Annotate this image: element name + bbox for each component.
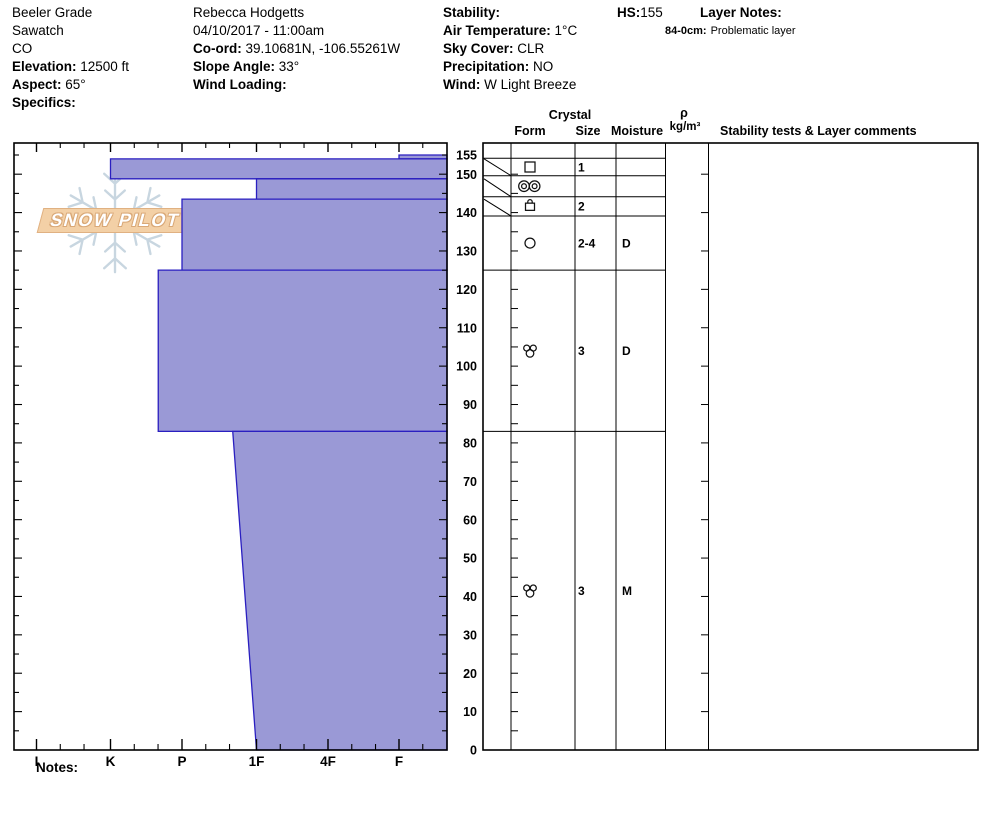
header-weather-line: Air Temperature: 1°C	[443, 23, 578, 38]
header-weather-line: Precipitation: NO	[443, 59, 554, 74]
grain-size-value: 2	[578, 200, 585, 214]
header-weather-line: Wind: W Light Breeze	[443, 77, 577, 92]
layer-note: 84-0cm: Problematic layer	[665, 24, 796, 38]
double-circle-crust-icon	[518, 180, 541, 193]
depth-axis-label: 0	[470, 744, 477, 758]
header-observer-line: Slope Angle: 33°	[193, 59, 300, 74]
capped-square-icon	[524, 199, 536, 211]
header-weather-line: Stability:	[443, 5, 501, 20]
header-weather-line: Sky Cover: CLR	[443, 41, 545, 56]
header-location-line: CO	[12, 41, 33, 56]
depth-axis-label: 80	[463, 437, 477, 451]
depth-axis-label: 40	[463, 590, 477, 604]
graph-shape	[525, 348, 535, 358]
hs-total-depth: HS:155	[617, 4, 663, 22]
cluster-rounds-icon	[523, 344, 537, 358]
graph-shape	[524, 237, 536, 249]
header-observer-line: 04/10/2017 - 11:00am	[193, 23, 325, 38]
snowflake-arm	[103, 219, 127, 274]
snow-layer-bar	[181, 198, 448, 271]
hardness-axis-label: 4F	[320, 754, 336, 769]
depth-axis-label: 90	[463, 398, 477, 412]
graph-shape	[518, 180, 530, 193]
snow-layer-bar	[109, 158, 448, 180]
depth-axis-label: 140	[456, 206, 477, 220]
graph-shape	[520, 183, 528, 190]
layer-leader-line	[483, 198, 512, 217]
chart-frame	[13, 142, 448, 751]
snowflake-arm	[67, 219, 117, 256]
graph-shape	[528, 180, 541, 193]
snow-layer-bar	[232, 430, 448, 751]
depth-axis-label: 50	[463, 552, 477, 566]
header-observer-line: Wind Loading:	[193, 77, 287, 92]
circle-rounds-icon	[524, 237, 536, 249]
moisture-value: D	[622, 344, 631, 358]
moisture-value: D	[622, 236, 631, 250]
table-header-stability-comments: Stability tests & Layer comments	[720, 124, 917, 138]
header-location-line: Elevation: 12500 ft	[12, 59, 130, 74]
hardness-axis-label: K	[106, 754, 116, 769]
depth-axis-label: 30	[463, 628, 477, 642]
table-header-size: Size	[575, 124, 601, 138]
layer-leader-line	[483, 178, 512, 198]
table-header-density-rho: ρ	[680, 106, 688, 120]
grain-size-value: 3	[578, 584, 585, 598]
table-header-moisture: Moisture	[610, 124, 664, 138]
table-header-density-units: kg/m³	[669, 121, 701, 133]
hardness-axis-label: P	[177, 754, 186, 769]
hardness-axis-label: 1F	[249, 754, 265, 769]
header-observer-line: Rebecca Hodgetts	[193, 5, 305, 20]
hardness-axis-label: F	[395, 754, 403, 769]
depth-axis-label: 110	[457, 321, 477, 335]
depth-axis-label: 100	[456, 360, 477, 374]
header-weather-column: Stability: Air Temperature: 1°C Sky Cover:…	[443, 4, 577, 94]
depth-axis-label: 60	[463, 513, 477, 527]
snowflake-arm	[113, 219, 163, 256]
layer-table-frame	[482, 142, 979, 751]
layer-note-range: 84-0cm:	[665, 25, 707, 37]
header-location-line: Sawatch	[12, 23, 64, 38]
graph-shape	[524, 202, 536, 211]
depth-axis-label: 150	[456, 168, 477, 182]
depth-axis-label: 120	[456, 283, 477, 297]
depth-axis-label: 10	[463, 705, 477, 719]
graph-shape	[525, 588, 535, 598]
notes-label: Notes:	[36, 760, 79, 775]
snow-layer-bar	[255, 178, 448, 200]
hs-label: HS:	[617, 5, 641, 20]
depth-axis-label: 20	[463, 667, 477, 681]
hardness-axis-label: I	[35, 754, 39, 769]
layer-notes-title: Layer Notes:	[700, 5, 782, 20]
header-location-line: Aspect: 65°	[12, 77, 86, 92]
grain-size-value: 2-4	[578, 236, 596, 250]
header-observer-line: Co-ord: 39.10681N, -106.55261W	[193, 41, 401, 56]
graph-shape	[524, 161, 536, 173]
header-location-line: Beeler Grade	[12, 5, 93, 20]
header-location-line: Specifics:	[12, 95, 76, 110]
depth-axis-label: 70	[463, 475, 477, 489]
graph-shape	[527, 199, 533, 204]
cluster-rounds-icon	[523, 584, 537, 598]
table-header-crystal: Crystal	[548, 108, 592, 122]
snow-layer-bar	[157, 269, 448, 433]
graph-shape	[531, 183, 538, 190]
header-location-column: Beeler Grade Sawatch CO Elevation: 12500 ft…	[12, 4, 129, 112]
table-header-form: Form	[514, 124, 546, 138]
depth-axis-label: 130	[456, 245, 477, 259]
layer-note-text: Problematic layer	[710, 25, 796, 37]
layer-leader-line	[483, 158, 512, 177]
depth-axis-label: 155	[456, 149, 477, 163]
moisture-value: M	[622, 584, 632, 598]
header-observer-column: Rebecca Hodgetts 04/10/2017 - 11:00am Co-o…	[193, 4, 400, 94]
grain-size-value: 1	[578, 160, 585, 174]
grain-size-value: 3	[578, 344, 585, 358]
hs-value: 155	[640, 5, 663, 20]
square-facets-icon	[524, 161, 536, 173]
